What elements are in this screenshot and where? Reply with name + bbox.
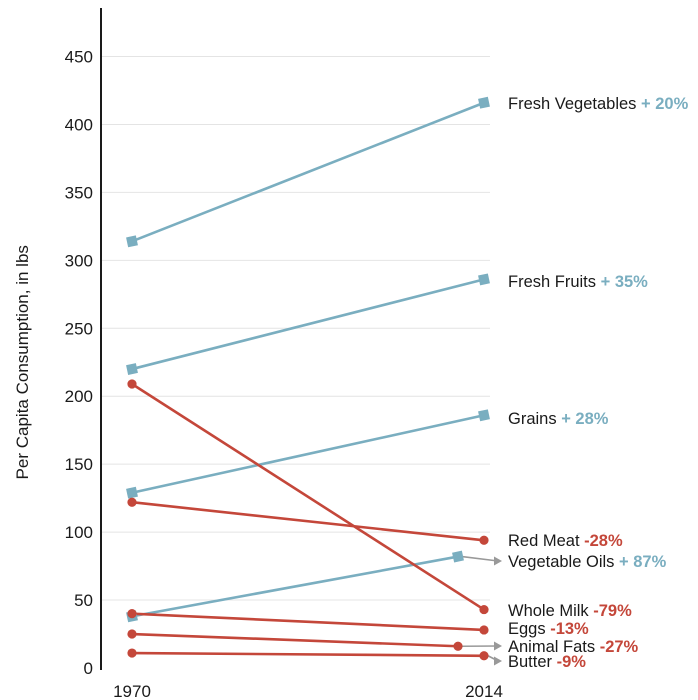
series-change-fresh-fruits: + 35% <box>601 273 649 291</box>
series-change-animal-fats: -27% <box>600 638 639 656</box>
series-line-fresh-vegetables <box>130 101 486 243</box>
series-label-fresh-fruits: Fresh Fruits + 35% <box>508 273 648 291</box>
series-name-grains: Grains <box>508 410 561 428</box>
marker-fresh-fruits-1970 <box>126 363 138 375</box>
series-name-butter: Butter <box>508 653 557 671</box>
x-label-2014: 2014 <box>465 682 503 700</box>
marker-butter-2014 <box>479 651 489 661</box>
series-markers <box>126 96 490 661</box>
marker-red-meat-2014 <box>479 535 489 545</box>
marker-butter-1970 <box>127 648 137 658</box>
series-label-grains: Grains + 28% <box>508 410 609 428</box>
y-axis-title: Per Capita Consumption, in lbs <box>13 245 32 479</box>
series-lines <box>130 101 502 666</box>
series-label-fresh-vegetables: Fresh Vegetables + 20% <box>508 95 689 113</box>
marker-eggs-2014 <box>479 625 489 635</box>
marker-eggs-1970 <box>127 609 137 619</box>
marker-grains-2014 <box>478 409 490 422</box>
series-name-fresh-vegetables: Fresh Vegetables <box>508 95 641 113</box>
marker-grains-1970 <box>126 486 138 499</box>
callout-arrowhead-vegetable-oils <box>494 556 502 566</box>
series-line-whole-milk <box>130 382 486 611</box>
callout-line-vegetable-oils <box>461 555 499 562</box>
y-tick-label-300: 300 <box>65 251 93 270</box>
callout-arrowhead-animal-fats <box>494 641 502 651</box>
y-tick-label-0: 0 <box>84 659 93 678</box>
series-label-vegetable-oils: Vegetable Oils + 87% <box>508 553 667 571</box>
series-label-red-meat: Red Meat -28% <box>508 532 623 550</box>
marker-whole-milk-2014 <box>479 604 489 615</box>
y-tick-label-250: 250 <box>65 319 93 338</box>
y-tick-label-100: 100 <box>65 523 93 542</box>
series-label-butter: Butter -9% <box>508 653 586 671</box>
y-tick-label-450: 450 <box>65 48 93 67</box>
series-label-whole-milk: Whole Milk -79% <box>508 602 632 620</box>
series-line-fresh-fruits <box>130 278 486 371</box>
series-change-whole-milk: -79% <box>593 602 632 620</box>
series-name-eggs: Eggs <box>508 620 550 638</box>
series-change-fresh-vegetables: + 20% <box>641 95 689 113</box>
y-tick-label-350: 350 <box>65 183 93 202</box>
marker-vegetable-oils-2014 <box>452 550 464 563</box>
marker-fresh-vegetables-1970 <box>126 235 138 248</box>
series-name-red-meat: Red Meat <box>508 532 584 550</box>
series-change-grains: + 28% <box>561 410 609 428</box>
series-change-eggs: -13% <box>550 620 589 638</box>
marker-fresh-fruits-2014 <box>478 273 490 286</box>
series-change-butter: -9% <box>557 653 587 671</box>
series-line-vegetable-oils <box>130 555 460 618</box>
marker-red-meat-1970 <box>127 497 137 507</box>
series-name-vegetable-oils: Vegetable Oils <box>508 553 619 571</box>
y-axis-ticks: 0 50 100 150 200 250 300 350 400 450 <box>65 48 93 678</box>
callout-arrowhead-butter <box>494 656 502 666</box>
series-label-eggs: Eggs -13% <box>508 620 589 638</box>
marker-animal-fats-1970 <box>127 629 137 639</box>
series-name-fresh-fruits: Fresh Fruits <box>508 273 601 291</box>
marker-fresh-vegetables-2014 <box>478 96 490 109</box>
y-tick-label-200: 200 <box>65 387 93 406</box>
series-line-eggs <box>130 612 486 632</box>
x-axis-labels: 1970 2014 <box>113 682 503 700</box>
series-line-grains <box>130 413 486 495</box>
series-name-whole-milk: Whole Milk <box>508 602 593 620</box>
marker-whole-milk-1970 <box>127 379 137 389</box>
series-change-vegetable-oils: + 87% <box>619 553 667 571</box>
series-name-animal-fats: Animal Fats <box>508 638 600 656</box>
series-labels: Fresh Vegetables + 20% Fresh Fruits + 35%… <box>508 95 689 671</box>
series-line-butter <box>130 651 486 658</box>
y-tick-label-50: 50 <box>74 591 93 610</box>
y-tick-label-150: 150 <box>65 455 93 474</box>
series-line-animal-fats <box>130 632 460 648</box>
series-change-red-meat: -28% <box>584 532 623 550</box>
x-label-1970: 1970 <box>113 682 151 700</box>
marker-animal-fats-2014 <box>453 641 463 651</box>
series-line-red-meat <box>130 500 486 542</box>
series-label-animal-fats: Animal Fats -27% <box>508 638 639 656</box>
y-tick-label-400: 400 <box>65 115 93 134</box>
